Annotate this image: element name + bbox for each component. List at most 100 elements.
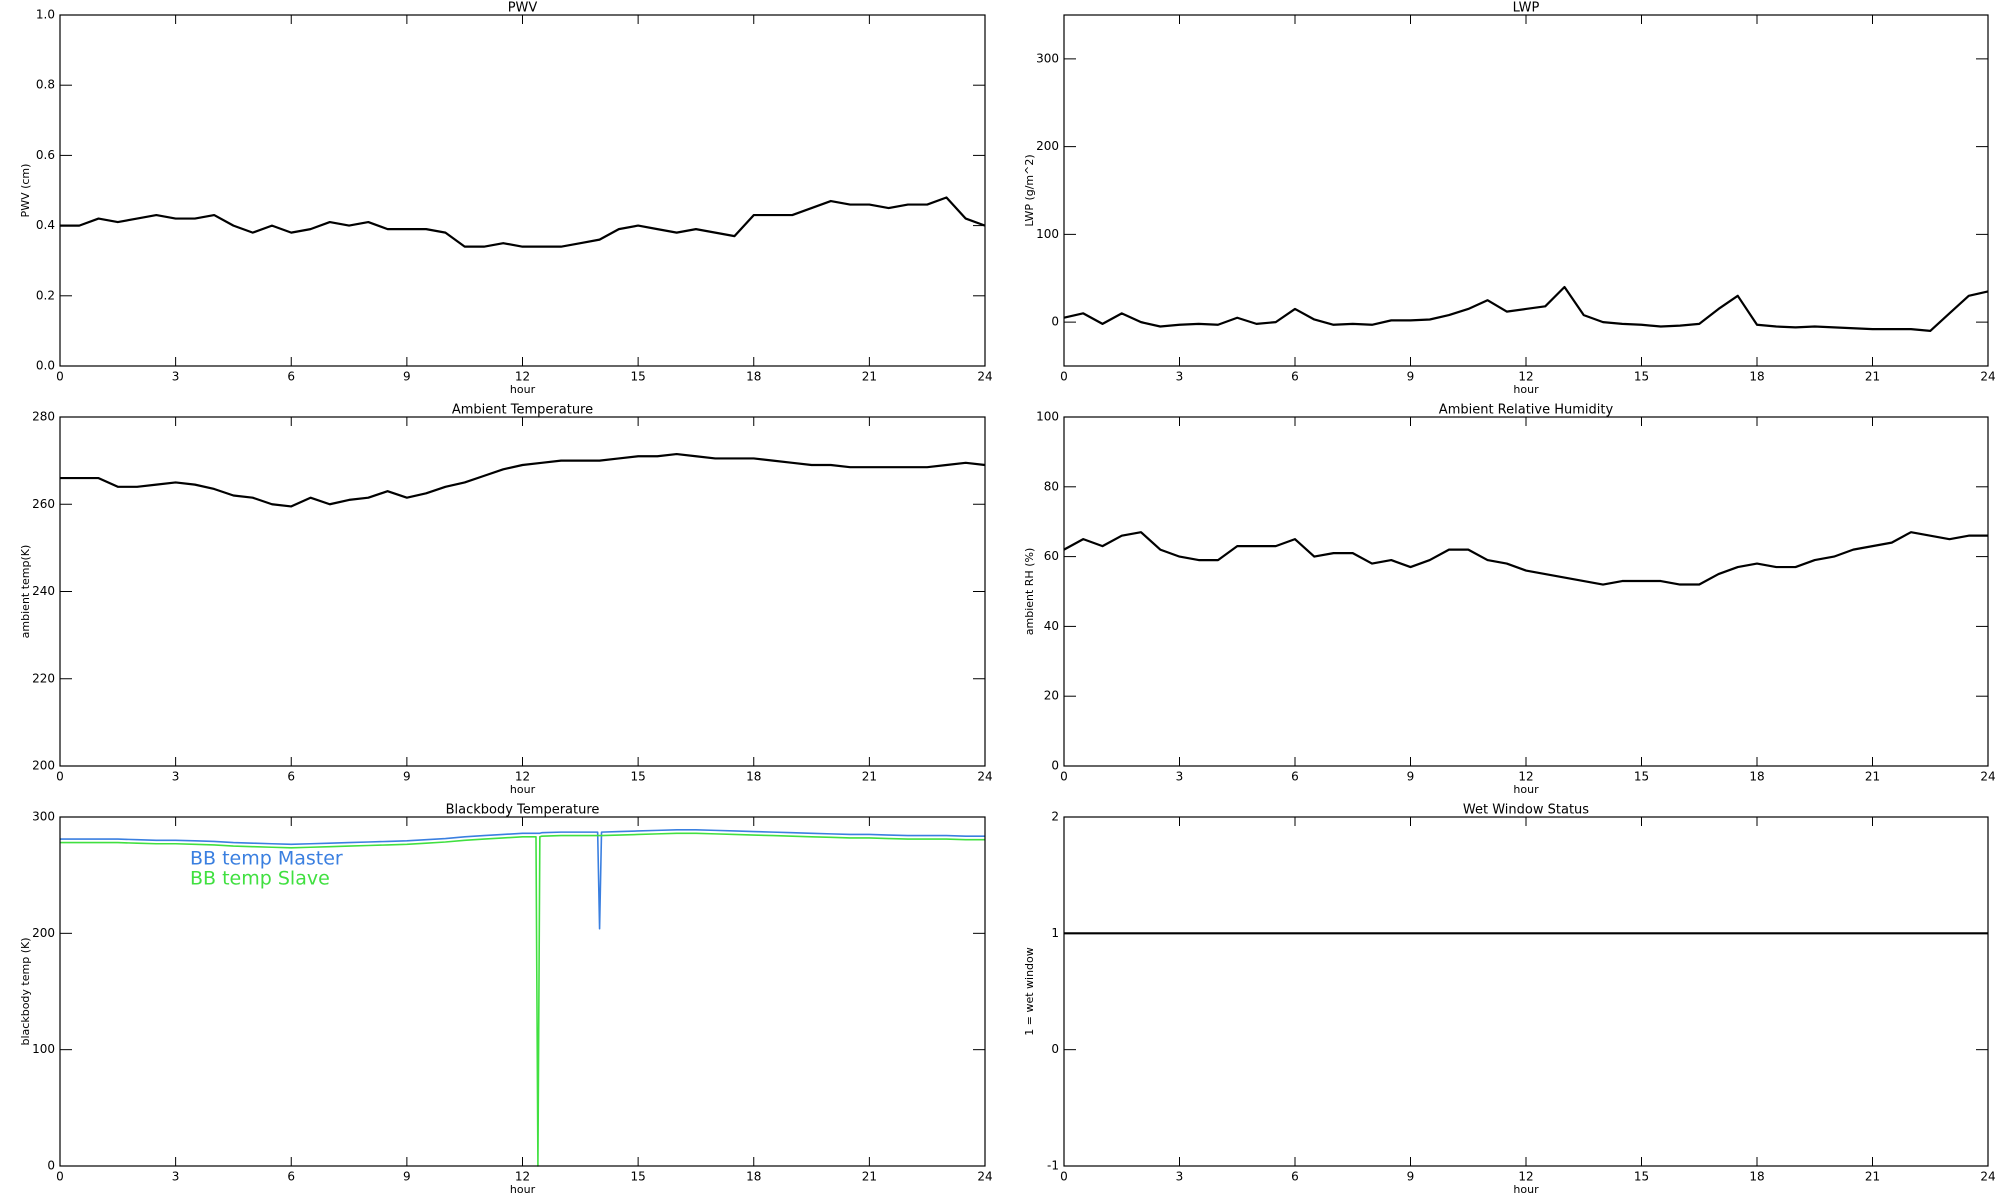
x-tick-label: 24 <box>977 1170 992 1184</box>
y-tick-label: 0 <box>1051 1042 1059 1056</box>
x-tick-label: 3 <box>1176 1170 1184 1184</box>
x-tick-label: 18 <box>1749 1170 1764 1184</box>
x-tick-label: 15 <box>630 1170 645 1184</box>
y-axis-label: PWV (cm) <box>19 164 32 218</box>
x-tick-label: 15 <box>630 370 645 384</box>
x-tick-label: 18 <box>746 370 761 384</box>
x-tick-label: 12 <box>515 770 530 784</box>
x-tick-label: 9 <box>403 770 411 784</box>
x-tick-label: 3 <box>172 770 180 784</box>
x-tick-label: 21 <box>1865 1170 1880 1184</box>
plot-frame <box>59 816 986 1167</box>
y-tick-label: 0.2 <box>36 288 55 302</box>
data-line <box>60 196 986 248</box>
plot-frame <box>59 416 986 767</box>
x-tick-label: 6 <box>287 1170 295 1184</box>
y-axis-label: LWP (g/m^2) <box>1023 154 1036 226</box>
x-axis-label: hour <box>510 783 536 796</box>
x-tick-label: 12 <box>1518 370 1533 384</box>
x-tick-label: 6 <box>1291 1170 1299 1184</box>
x-tick-label: 12 <box>515 1170 530 1184</box>
x-tick-label: 3 <box>1176 370 1184 384</box>
x-tick-label: 24 <box>977 370 992 384</box>
x-tick-label: 24 <box>1980 770 1995 784</box>
x-tick-label: 15 <box>1634 1170 1649 1184</box>
y-tick-label: 2 <box>1051 810 1059 824</box>
y-tick-label: 0.6 <box>36 148 55 162</box>
chart-panel: PWV hour PWV (cm) 0 3 6 9 12 15 18 21 24 0.0 0.2 0.4 0.… <box>19 1 993 397</box>
chart-panel: Ambient Relative Humidity hour ambient RH … <box>1023 403 1996 797</box>
x-tick-label: 9 <box>403 1170 411 1184</box>
x-axis-label: hour <box>510 383 536 396</box>
plot-frame <box>1063 416 1989 767</box>
x-axis-label: hour <box>1513 783 1539 796</box>
y-tick-label: 1 <box>1051 926 1059 940</box>
y-axis-label: 1 = wet window <box>1023 947 1036 1036</box>
chart-title: Wet Window Status <box>1463 803 1589 818</box>
x-tick-label: 12 <box>1518 770 1533 784</box>
x-tick-label: 3 <box>172 1170 180 1184</box>
legend-entry: BB temp Slave <box>190 868 330 890</box>
x-tick-label: 6 <box>287 370 295 384</box>
x-tick-label: 9 <box>1407 1170 1415 1184</box>
x-tick-label: 0 <box>56 770 64 784</box>
chart-title: Ambient Relative Humidity <box>1439 403 1614 418</box>
y-tick-label: 300 <box>32 810 55 824</box>
x-tick-label: 0 <box>56 1170 64 1184</box>
x-axis-label: hour <box>1513 1183 1539 1196</box>
chart-title: LWP <box>1513 1 1540 16</box>
x-axis-label: hour <box>510 1183 536 1196</box>
y-axis-label: ambient temp(K) <box>19 545 32 639</box>
x-tick-label: 0 <box>1060 770 1068 784</box>
x-tick-label: 15 <box>1634 770 1649 784</box>
y-axis-label: blackbody temp (K) <box>19 938 32 1046</box>
data-line <box>1063 531 1988 586</box>
x-tick-label: 21 <box>862 1170 877 1184</box>
y-tick-label: 240 <box>32 584 55 598</box>
y-tick-label: 0.8 <box>36 78 55 92</box>
chart-panel: Wet Window Status hour 1 = wet window 0 3 6 9 1… <box>1023 803 1996 1197</box>
x-tick-label: 3 <box>172 370 180 384</box>
y-tick-label: 40 <box>1044 619 1059 633</box>
x-tick-label: 18 <box>746 770 761 784</box>
x-tick-label: 24 <box>1980 370 1995 384</box>
y-tick-label: 200 <box>1036 139 1059 153</box>
y-tick-label: 0 <box>1051 315 1059 329</box>
x-tick-label: 15 <box>1634 370 1649 384</box>
y-tick-label: 200 <box>32 926 55 940</box>
chart-title: Blackbody Temperature <box>446 803 600 818</box>
y-tick-label: -1 <box>1047 1159 1059 1173</box>
y-tick-label: 200 <box>32 759 55 773</box>
legend-entry: BB temp Master <box>190 848 343 870</box>
y-tick-label: 1.0 <box>36 8 55 22</box>
x-tick-label: 24 <box>1980 1170 1995 1184</box>
y-tick-label: 0.0 <box>36 359 55 373</box>
y-tick-label: 100 <box>32 1042 55 1056</box>
x-tick-label: 6 <box>1291 770 1299 784</box>
y-tick-label: 260 <box>32 497 55 511</box>
data-line <box>1063 285 1989 332</box>
x-tick-label: 6 <box>287 770 295 784</box>
data-line <box>60 452 986 508</box>
chart-panel: LWP hour LWP (g/m^2) 0 3 6 9 12 15 18 21 24 0 100 200 3… <box>1023 1 1996 397</box>
x-tick-label: 15 <box>630 770 645 784</box>
chart-title: PWV <box>508 1 538 16</box>
y-tick-label: 0 <box>1051 759 1059 773</box>
x-tick-label: 21 <box>1865 770 1880 784</box>
plot-frame <box>1063 816 1989 1167</box>
data-line <box>60 832 985 1167</box>
x-tick-label: 9 <box>1407 770 1415 784</box>
x-tick-label: 18 <box>1749 770 1764 784</box>
x-tick-label: 0 <box>1060 370 1068 384</box>
x-tick-label: 21 <box>862 370 877 384</box>
x-tick-label: 6 <box>1291 370 1299 384</box>
x-tick-label: 12 <box>1518 1170 1533 1184</box>
y-axis-label: ambient RH (%) <box>1023 548 1036 636</box>
y-tick-label: 80 <box>1044 479 1059 493</box>
plot-frame <box>1063 14 1989 367</box>
x-tick-label: 9 <box>1407 370 1415 384</box>
chart-title: Ambient Temperature <box>452 403 593 418</box>
y-tick-label: 100 <box>1036 227 1059 241</box>
y-tick-label: 220 <box>32 671 55 685</box>
x-tick-label: 12 <box>515 370 530 384</box>
